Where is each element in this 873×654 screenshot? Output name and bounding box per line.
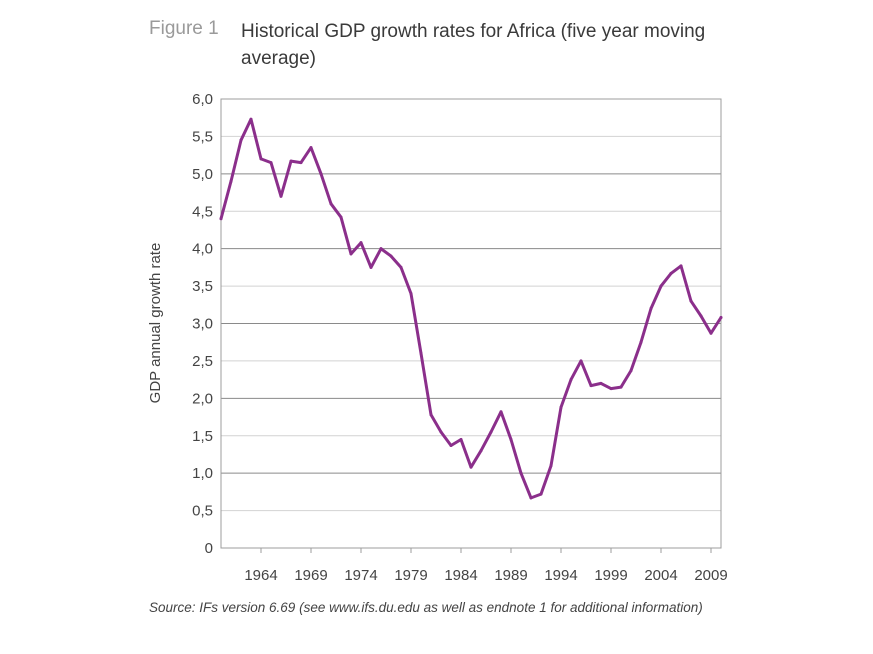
data-point (479, 449, 483, 453)
x-tick-label: 1994 (544, 567, 577, 584)
figure-label: Figure 1 (149, 18, 219, 39)
x-tick-label: 1979 (394, 567, 427, 584)
data-point (349, 252, 353, 256)
data-point (529, 496, 533, 500)
data-point (499, 410, 503, 414)
y-tick-label: 0,5 (192, 503, 213, 520)
data-point (659, 284, 663, 288)
y-tick-label: 2,0 (192, 390, 213, 407)
y-tick-label: 4,0 (192, 241, 213, 258)
data-point (299, 161, 303, 165)
series-line-gdp-growth (219, 117, 723, 500)
data-point (389, 254, 393, 258)
data-point (239, 138, 243, 142)
data-point (549, 464, 553, 468)
data-point (289, 159, 293, 163)
data-point (619, 385, 623, 389)
y-tick-label: 4,5 (192, 203, 213, 220)
y-tick-label: 1,5 (192, 428, 213, 445)
data-point (469, 465, 473, 469)
data-point (419, 351, 423, 355)
data-point (669, 271, 673, 275)
data-point (399, 265, 403, 269)
data-point (369, 265, 373, 269)
x-tick-label: 2004 (644, 567, 677, 584)
x-tick-label: 1969 (294, 567, 327, 584)
y-tick-labels: 0 0,5 1,0 1,5 2,0 2,5 3,0 3,5 4,0 4,5 5,0 5,5 6,0 (192, 91, 213, 557)
x-tick-label: 1984 (444, 567, 477, 584)
x-tick-label: 1964 (244, 567, 277, 584)
data-point (609, 387, 613, 391)
data-point (559, 405, 563, 409)
data-point (449, 443, 453, 447)
y-tick-label: 3,0 (192, 316, 213, 333)
y-tick-label: 6,0 (192, 91, 213, 108)
grid-lines (221, 135, 721, 512)
data-point (649, 307, 653, 311)
data-point (579, 359, 583, 363)
data-point (569, 378, 573, 382)
data-point (489, 430, 493, 434)
data-point (429, 413, 433, 417)
data-point (709, 331, 713, 335)
data-point (699, 314, 703, 318)
data-point (279, 194, 283, 198)
data-point (229, 179, 233, 183)
x-tick-labels: 1964 1969 1974 1979 1984 1989 1994 1999 2004 2009 (244, 548, 728, 584)
plot-frame (220, 98, 722, 549)
data-point (599, 381, 603, 385)
y-tick-label: 5,5 (192, 128, 213, 145)
data-point (379, 247, 383, 251)
data-point (409, 292, 413, 296)
data-point (329, 202, 333, 206)
y-axis-label: GDP annual growth rate (147, 243, 164, 404)
y-tick-label: 3,5 (192, 278, 213, 295)
data-point (269, 161, 273, 165)
y-tick-label: 1,0 (192, 465, 213, 482)
data-point (309, 146, 313, 150)
data-point (459, 437, 463, 441)
data-point (719, 316, 723, 320)
y-tick-label: 5,0 (192, 166, 213, 183)
y-tick-label: 2,5 (192, 353, 213, 370)
data-point (509, 437, 513, 441)
data-point (589, 384, 593, 388)
x-tick-label: 1974 (344, 567, 377, 584)
data-point (679, 264, 683, 268)
y-tick-label: 0 (205, 540, 213, 557)
x-tick-label: 1989 (494, 567, 527, 584)
figure-title: Historical GDP growth rates for Africa (… (241, 21, 706, 69)
data-point (249, 117, 253, 121)
x-tick-label: 1999 (594, 567, 627, 584)
data-point (359, 241, 363, 245)
data-point (319, 172, 323, 176)
data-point (639, 340, 643, 344)
data-point (519, 471, 523, 475)
data-point (629, 369, 633, 373)
data-point (439, 430, 443, 434)
data-point (539, 492, 543, 496)
data-points (219, 117, 723, 500)
x-tick-label: 2009 (694, 567, 727, 584)
data-point (689, 299, 693, 303)
source-note: Source: IFs version 6.69 (see www.ifs.du… (149, 600, 703, 615)
data-point (219, 217, 223, 221)
data-point (339, 215, 343, 219)
data-point (259, 157, 263, 161)
